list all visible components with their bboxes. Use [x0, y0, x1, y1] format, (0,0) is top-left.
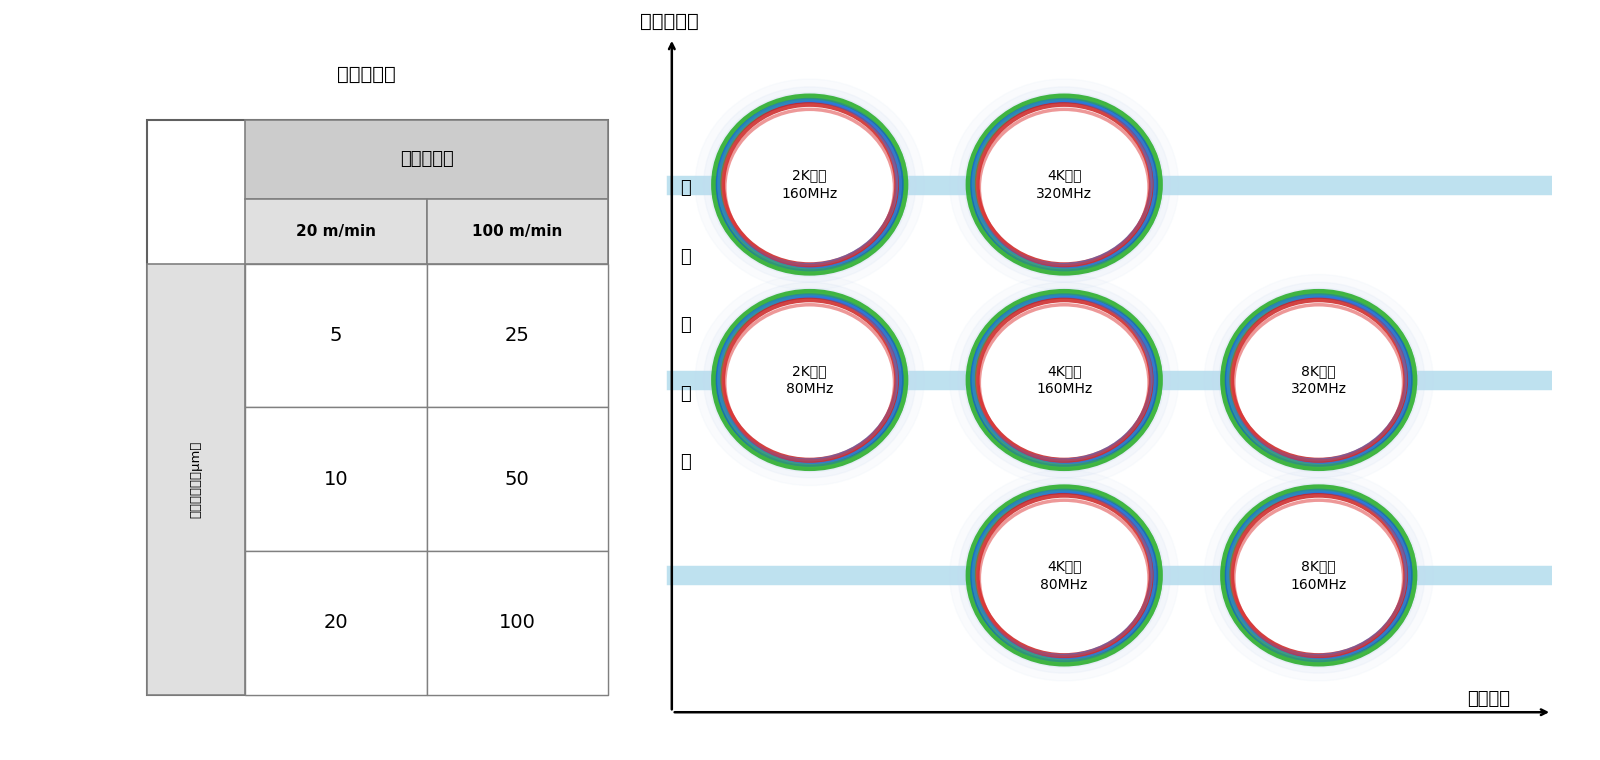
Circle shape	[694, 274, 925, 486]
Circle shape	[1213, 478, 1424, 673]
Bar	[147, 264, 245, 695]
Text: 幅分解能: 幅分解能	[1467, 690, 1510, 708]
Circle shape	[1230, 493, 1408, 657]
Circle shape	[1219, 483, 1418, 667]
Bar	[427, 407, 608, 551]
Circle shape	[1245, 507, 1394, 644]
Text: 8K画素
320MHz: 8K画素 320MHz	[1291, 364, 1347, 396]
Text: 4K画素
80MHz: 4K画素 80MHz	[1040, 559, 1088, 591]
Text: 100: 100	[499, 613, 536, 632]
Circle shape	[694, 79, 925, 290]
Text: 10: 10	[323, 470, 349, 489]
Text: 20: 20	[323, 613, 349, 632]
Bar	[427, 199, 608, 264]
Circle shape	[1205, 470, 1434, 681]
Circle shape	[990, 116, 1139, 253]
Circle shape	[950, 470, 1179, 681]
Text: 能: 能	[680, 453, 691, 471]
Bar	[147, 120, 608, 695]
Circle shape	[720, 103, 899, 267]
Text: 欠陥サイズ: 欠陥サイズ	[336, 65, 395, 84]
Text: 4K画素
160MHz: 4K画素 160MHz	[1037, 364, 1093, 396]
Circle shape	[965, 483, 1163, 667]
Text: 50: 50	[506, 470, 530, 489]
Text: 流: 流	[680, 179, 691, 198]
Circle shape	[1245, 312, 1394, 448]
Circle shape	[965, 288, 1163, 472]
Bar	[427, 264, 608, 407]
Circle shape	[974, 298, 1154, 462]
Circle shape	[950, 274, 1179, 486]
Text: 2K画素
160MHz: 2K画素 160MHz	[781, 169, 838, 201]
Circle shape	[950, 79, 1179, 290]
Circle shape	[958, 478, 1170, 673]
Circle shape	[704, 87, 915, 282]
Text: 4K画素
320MHz: 4K画素 320MHz	[1037, 169, 1093, 201]
Circle shape	[710, 93, 909, 277]
Circle shape	[1205, 274, 1434, 486]
Circle shape	[958, 87, 1170, 282]
Circle shape	[958, 282, 1170, 478]
Text: 流れ分解能（μm）: 流れ分解能（μm）	[190, 441, 203, 518]
Text: 100 m/min: 100 m/min	[472, 223, 563, 239]
Bar	[245, 120, 608, 199]
Text: 8K画素
160MHz: 8K画素 160MHz	[1291, 559, 1347, 591]
Text: れ: れ	[680, 248, 691, 266]
Circle shape	[736, 312, 883, 448]
Bar	[245, 264, 427, 407]
Text: 分: 分	[680, 316, 691, 334]
Circle shape	[990, 312, 1139, 448]
Circle shape	[710, 288, 909, 472]
Text: 対応カメラ: 対応カメラ	[640, 12, 699, 31]
Text: 5: 5	[330, 326, 342, 345]
Circle shape	[704, 282, 915, 478]
Circle shape	[990, 507, 1139, 644]
Text: 25: 25	[506, 326, 530, 345]
Circle shape	[720, 298, 899, 462]
Bar	[245, 199, 427, 264]
Text: 解: 解	[680, 385, 691, 403]
Circle shape	[736, 116, 883, 253]
Text: 20 m/min: 20 m/min	[296, 223, 376, 239]
Circle shape	[974, 103, 1154, 267]
Bar	[427, 551, 608, 695]
Circle shape	[1230, 298, 1408, 462]
Circle shape	[965, 93, 1163, 277]
Circle shape	[974, 493, 1154, 657]
Text: ライン速度: ライン速度	[400, 150, 453, 169]
Circle shape	[1219, 288, 1418, 472]
Circle shape	[1213, 282, 1424, 478]
Text: 2K画素
80MHz: 2K画素 80MHz	[786, 364, 834, 396]
Bar	[245, 551, 427, 695]
Bar	[245, 407, 427, 551]
